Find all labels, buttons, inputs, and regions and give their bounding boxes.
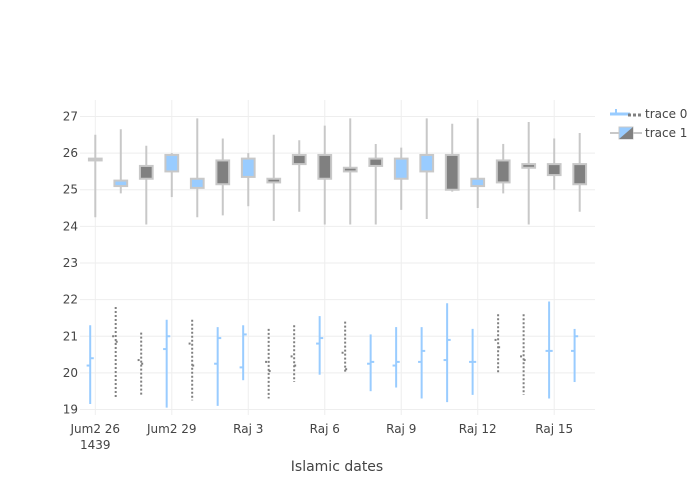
ohlc-bar[interactable] <box>214 327 222 406</box>
ohlc-bar[interactable] <box>341 321 349 373</box>
x-axis-title: Islamic dates <box>291 459 383 475</box>
ohlc-bar[interactable] <box>367 334 375 392</box>
candle-body <box>546 163 562 177</box>
candle-body <box>87 157 103 162</box>
x-tick-label: Raj 9 <box>386 422 416 436</box>
candle-body <box>138 164 154 180</box>
candlestick[interactable] <box>317 125 333 225</box>
ohlc-bar[interactable] <box>520 314 528 395</box>
candle-body <box>444 153 460 191</box>
y-tick-label: 23 <box>63 256 78 270</box>
ohlc-bar[interactable] <box>239 325 247 381</box>
candle-body <box>342 166 358 173</box>
y-tick-label: 25 <box>63 183 78 197</box>
candle-body <box>215 159 231 186</box>
legend-candle-decreasing-half <box>619 127 633 139</box>
legend-label: trace 0 <box>645 107 687 121</box>
candlestick[interactable] <box>113 129 129 194</box>
candlestick[interactable] <box>546 138 562 190</box>
candlestick[interactable] <box>291 140 307 212</box>
candle-body <box>189 177 205 189</box>
ohlc-bar[interactable] <box>265 328 273 399</box>
candlestick[interactable] <box>189 118 205 218</box>
y-tick-label: 26 <box>63 146 78 160</box>
y-tick-label: 22 <box>63 293 78 307</box>
legend[interactable]: trace 0 trace 1 <box>610 107 687 140</box>
y-tick-label: 20 <box>63 366 78 380</box>
ohlc-bar[interactable] <box>545 301 553 399</box>
ohlc-bar[interactable] <box>469 328 477 395</box>
x-tick-label: Jum2 29 <box>146 422 197 436</box>
candlestick[interactable] <box>138 145 154 225</box>
candle-body <box>317 153 333 180</box>
x-axis-ticks: Jum2 26 1439 Jum2 29 Raj 3 Raj 6 Raj 9 Raj 12 R… <box>70 422 574 452</box>
ohlc-bar[interactable] <box>571 328 579 383</box>
ohlc-bar[interactable] <box>163 319 171 408</box>
ohlc-bar[interactable] <box>494 314 502 373</box>
y-axis-ticks: 19 20 21 22 23 24 25 26 27 <box>63 109 78 416</box>
x-tick-label: Jum2 26 <box>70 422 121 436</box>
candlestick[interactable] <box>368 143 384 225</box>
ohlc-bar[interactable] <box>443 303 451 403</box>
candle-body <box>164 153 180 173</box>
candlestick[interactable] <box>87 134 103 218</box>
candlestick[interactable] <box>393 147 409 210</box>
candlestick[interactable] <box>266 134 282 221</box>
candle-body <box>572 163 588 186</box>
y-tick-label: 27 <box>63 109 78 123</box>
ohlc-bar[interactable] <box>86 325 94 405</box>
y-tick-label: 21 <box>63 329 78 343</box>
y-tick-label: 24 <box>63 219 78 233</box>
candle-body <box>470 177 486 188</box>
candlestick[interactable] <box>240 153 256 207</box>
ohlc-bar[interactable] <box>290 325 298 383</box>
candlestick[interactable] <box>521 121 537 225</box>
x-tick-label: Raj 3 <box>233 422 263 436</box>
ohlc-bar[interactable] <box>316 316 324 375</box>
candle-body <box>240 157 256 178</box>
x-tick-label: Raj 12 <box>459 422 497 436</box>
legend-item[interactable]: trace 0 <box>610 107 687 121</box>
candle-body <box>393 157 409 180</box>
candlestick[interactable] <box>470 118 486 209</box>
candlestick[interactable] <box>444 123 460 192</box>
candle-body <box>266 177 282 184</box>
candlestick[interactable] <box>572 132 588 212</box>
candlestick[interactable] <box>164 153 180 198</box>
candle-body <box>113 179 129 188</box>
candlestick[interactable] <box>215 138 231 216</box>
plot-area <box>86 118 588 408</box>
legend-item[interactable]: trace 1 <box>610 126 687 140</box>
candle-body <box>521 163 537 169</box>
grid-lines <box>80 100 595 415</box>
y-tick-label: 19 <box>63 403 78 417</box>
candle-body <box>419 153 435 173</box>
candlestick[interactable] <box>342 118 358 225</box>
candlestick[interactable] <box>495 143 511 194</box>
candle-body <box>291 153 307 166</box>
ohlc-bar[interactable] <box>188 319 196 401</box>
ohlc-bar[interactable] <box>112 306 120 399</box>
candle-body <box>495 159 511 184</box>
ohlc-bar[interactable] <box>392 327 400 388</box>
ohlc-bar[interactable] <box>418 327 426 399</box>
legend-label: trace 1 <box>645 126 687 140</box>
candle-body <box>368 157 384 167</box>
x-tick-label: Raj 15 <box>535 422 573 436</box>
x-tick-sublabel: 1439 <box>80 438 111 452</box>
candlestick[interactable] <box>419 118 435 220</box>
ohlc-bar[interactable] <box>137 332 145 395</box>
x-tick-label: Raj 6 <box>310 422 340 436</box>
